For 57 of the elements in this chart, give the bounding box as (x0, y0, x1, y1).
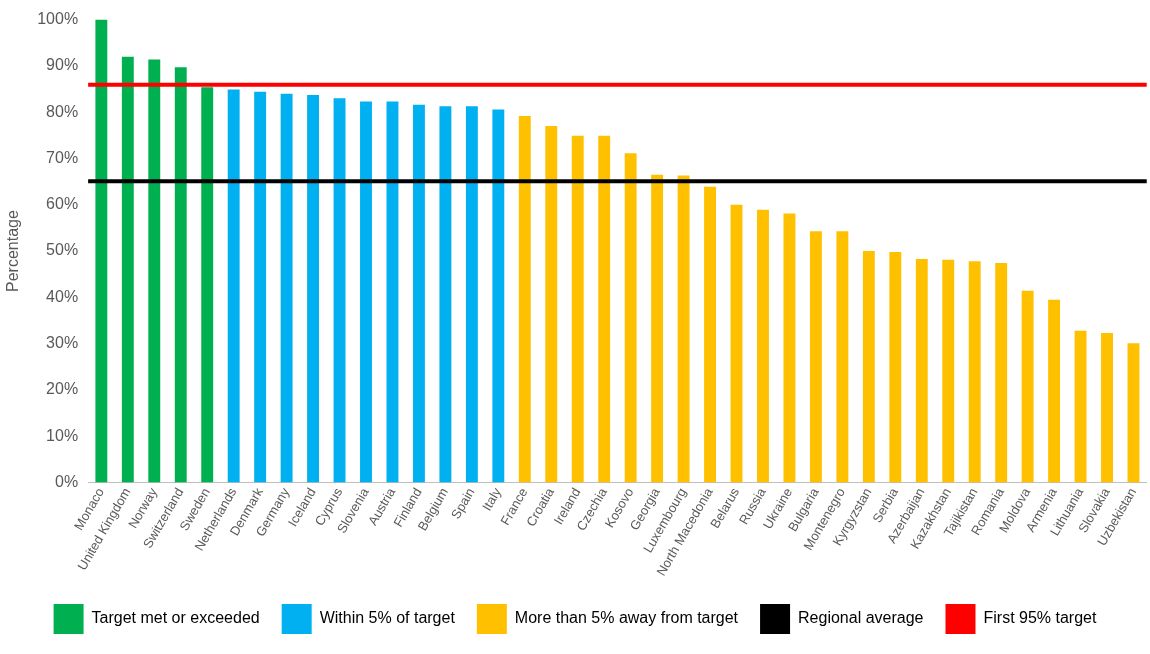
bar (571, 135, 584, 483)
bar (651, 174, 664, 483)
legend-label: More than 5% away from target (514, 609, 739, 627)
bar (942, 259, 955, 483)
bar (280, 93, 293, 483)
y-tick-label: 70% (46, 148, 79, 166)
y-tick-label: 100% (37, 10, 79, 28)
bar (757, 209, 769, 483)
y-tick-label: 40% (46, 287, 79, 305)
bar (1021, 290, 1034, 483)
bar (624, 153, 637, 483)
y-tick-label: 10% (46, 426, 79, 444)
bar (809, 231, 822, 483)
bar (889, 251, 902, 483)
bar (412, 104, 425, 483)
bar (360, 101, 372, 483)
bar (201, 87, 214, 483)
bar (465, 106, 478, 483)
bar (995, 263, 1008, 483)
bar (545, 126, 558, 483)
y-tick-label: 60% (46, 195, 79, 213)
bar (121, 56, 134, 483)
y-tick-label: 0% (55, 472, 79, 490)
bar (95, 19, 108, 483)
bar (968, 261, 981, 483)
bar (783, 213, 796, 483)
bar (333, 98, 346, 483)
bar (862, 251, 875, 483)
y-tick-label: 50% (46, 241, 79, 259)
legend-label: Regional average (798, 609, 924, 627)
y-tick-label: 90% (46, 56, 79, 74)
bar (307, 95, 320, 483)
y-tick-label: 80% (46, 102, 79, 120)
bar (1101, 332, 1113, 483)
bar (1048, 299, 1061, 483)
legend-label: Target met or exceeded (91, 609, 260, 627)
bar (836, 231, 849, 483)
y-axis-title: Percentage (4, 210, 22, 292)
bar (254, 91, 267, 483)
bar (598, 135, 611, 483)
bar (1074, 330, 1087, 483)
bar (386, 101, 399, 483)
bar (1127, 343, 1140, 483)
bar (492, 109, 505, 483)
y-tick-label: 20% (46, 380, 79, 398)
bar (730, 204, 743, 483)
legend-label: First 95% target (983, 609, 1097, 627)
bar (704, 186, 716, 483)
bar (148, 59, 161, 483)
bar (227, 89, 240, 483)
bar (518, 115, 531, 483)
bar (677, 175, 690, 483)
bar (915, 258, 928, 483)
legend-label: Within 5% of target (319, 609, 456, 627)
bar (174, 67, 187, 483)
y-tick-label: 30% (46, 334, 79, 352)
bar (439, 106, 452, 483)
